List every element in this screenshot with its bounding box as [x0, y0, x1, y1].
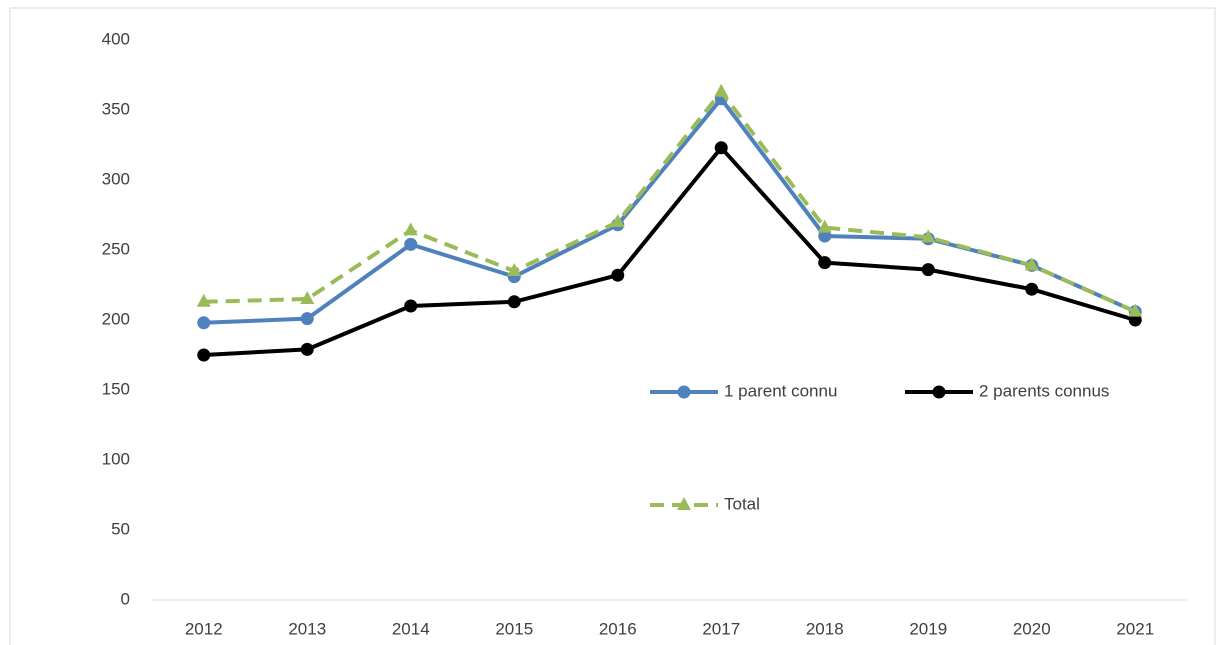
data-point: [817, 219, 832, 233]
data-point: [1128, 313, 1142, 327]
y-tick-label: 100: [102, 449, 130, 468]
y-tick-label: 50: [111, 519, 130, 538]
data-point: [611, 268, 625, 282]
data-point: [404, 299, 418, 313]
y-tick-label: 150: [102, 379, 130, 398]
data-point: [921, 263, 935, 277]
y-tick-label: 300: [102, 169, 130, 188]
data-point: [507, 263, 522, 276]
x-tick-label: 2021: [1116, 619, 1154, 638]
x-tick-label: 2016: [599, 619, 637, 638]
data-point: [196, 293, 211, 307]
y-tick-label: 350: [102, 99, 130, 118]
x-tick-label: 2012: [185, 619, 223, 638]
data-point: [300, 312, 314, 326]
legend-label: Total: [724, 494, 760, 513]
data-point: [610, 214, 625, 227]
data-point: [300, 342, 314, 356]
data-point: [921, 229, 936, 243]
y-tick-label: 400: [102, 29, 130, 48]
x-tick-label: 2019: [909, 619, 947, 638]
data-point: [300, 291, 315, 304]
series-line: [203, 145, 1136, 357]
x-tick-label: 2014: [392, 619, 430, 638]
y-tick-label: 250: [102, 239, 130, 258]
legend-label: 2 parents connus: [979, 381, 1109, 400]
x-tick-label: 2015: [495, 619, 533, 638]
data-point: [1024, 257, 1039, 271]
data-point: [197, 316, 211, 330]
data-point: [507, 295, 521, 309]
y-tick-label: 200: [102, 309, 130, 328]
x-tick-label: 2020: [1013, 619, 1051, 638]
data-point: [714, 141, 728, 155]
data-point: [1025, 282, 1039, 296]
x-tick-label: 2017: [702, 619, 740, 638]
legend-marker: [932, 385, 946, 399]
x-tick-label: 2013: [288, 619, 326, 638]
data-point: [403, 222, 418, 236]
series-line: [203, 89, 1137, 314]
data-point: [818, 256, 832, 270]
data-point: [404, 237, 418, 251]
data-point: [1128, 303, 1143, 317]
legend-marker: [677, 497, 691, 510]
x-tick-label: 2018: [806, 619, 844, 638]
chart-border: [9, 7, 1216, 645]
y-tick-label: 0: [121, 589, 130, 608]
legend-label: 1 parent connu: [724, 381, 837, 400]
data-point: [197, 348, 211, 362]
legend-marker: [677, 385, 691, 399]
data-point: [714, 83, 729, 97]
data-point: [818, 229, 832, 243]
